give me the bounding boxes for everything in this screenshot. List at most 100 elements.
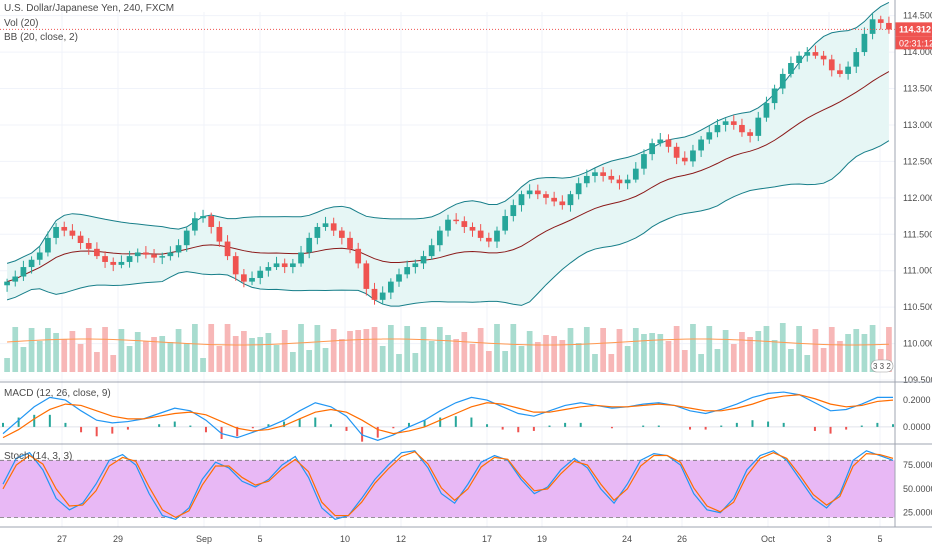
candle-body xyxy=(837,70,843,74)
volume-bar xyxy=(771,340,778,372)
candle-body xyxy=(706,132,713,140)
time-tick-label: Sep xyxy=(196,534,212,544)
volume-bar xyxy=(445,335,451,372)
volume-bar xyxy=(698,354,704,372)
volume-bar xyxy=(298,324,304,372)
countdown-badge xyxy=(895,36,932,50)
volume-bar xyxy=(534,342,541,372)
volume-bar xyxy=(828,327,835,372)
volume-bar xyxy=(804,355,811,372)
bb-fill xyxy=(7,2,889,307)
candle-body xyxy=(681,157,688,162)
candle-body xyxy=(477,230,484,238)
time-tick-label: 27 xyxy=(57,534,67,544)
candle-body xyxy=(102,256,108,262)
candle-body xyxy=(371,288,378,300)
volume-bar xyxy=(673,326,680,372)
time-tick-label: 26 xyxy=(677,534,687,544)
volume-bar xyxy=(12,327,19,372)
time-tick-label: 24 xyxy=(622,534,632,544)
volume-bar xyxy=(61,339,68,372)
volume-bar xyxy=(281,330,288,372)
countdown-label: 02:31:12 xyxy=(899,38,932,48)
candle-body xyxy=(94,248,100,257)
bb-legend[interactable]: BB (20, close, 2) xyxy=(4,32,82,43)
volume-bar xyxy=(502,351,509,372)
candle-body xyxy=(281,263,288,268)
volume-bar xyxy=(559,340,566,372)
price-tick-label: 114.000 xyxy=(903,47,932,57)
volume-bar xyxy=(306,350,313,372)
candle-body xyxy=(85,243,92,249)
candle-body xyxy=(485,237,492,242)
candle-body xyxy=(69,230,76,236)
volume-bar xyxy=(714,349,721,372)
symbol-legend[interactable]: U.S. Dollar/Japanese Yen, 240, FXCM xyxy=(4,3,178,14)
candle-body xyxy=(322,223,329,227)
candle-body xyxy=(763,103,770,118)
candle-body xyxy=(53,226,59,238)
candle-body xyxy=(453,219,460,222)
candle-body xyxy=(61,226,68,231)
volume-bar xyxy=(665,341,672,372)
volume-bar xyxy=(469,344,476,372)
candle-body xyxy=(861,33,868,53)
volume-bar xyxy=(796,326,802,372)
candle-body xyxy=(436,230,443,246)
candle-body xyxy=(551,197,558,202)
candle-body xyxy=(298,252,304,264)
volume-bar xyxy=(94,352,100,372)
volume-bar xyxy=(788,349,794,372)
volume-bar xyxy=(224,324,231,372)
volume-bar xyxy=(143,341,149,372)
candle-body xyxy=(379,292,386,300)
volume-bar xyxy=(53,333,59,372)
stoch-legend[interactable]: Stoch (14, 3, 3) xyxy=(4,451,76,462)
candle-body xyxy=(461,221,468,227)
macd-legend[interactable]: MACD (12, 26, close, 9) xyxy=(4,388,115,399)
candle-body xyxy=(347,237,353,249)
volume-bar xyxy=(20,347,27,372)
candle-body xyxy=(575,183,582,195)
candle-body xyxy=(249,277,255,282)
volume-bar xyxy=(551,336,558,372)
volume-bar xyxy=(608,354,615,372)
volume-bar xyxy=(338,339,345,372)
price-tick-label: 110.500 xyxy=(903,302,932,312)
candle-body xyxy=(396,274,402,282)
volume-bar xyxy=(241,331,247,372)
candle-body xyxy=(167,252,174,257)
volume-legend[interactable]: Vol (20) xyxy=(4,18,42,29)
volume-bar xyxy=(436,327,443,372)
candle-body xyxy=(36,252,43,260)
candle-body xyxy=(592,172,598,176)
volume-bar xyxy=(322,348,329,372)
candle-body xyxy=(110,261,117,265)
volume-bar xyxy=(575,343,582,372)
candle-body xyxy=(355,248,362,264)
candle-body xyxy=(502,216,509,231)
symbol-title: U.S. Dollar/Japanese Yen, 240, FXCM xyxy=(4,3,175,14)
volume-bar xyxy=(845,334,851,372)
bb-upper-line xyxy=(6,1,890,264)
price-tick-label: 113.500 xyxy=(903,84,932,94)
candle-body xyxy=(649,143,655,155)
candle-body xyxy=(208,216,215,227)
candle-body xyxy=(600,172,606,176)
volume-bar xyxy=(624,346,631,372)
volume-bar xyxy=(657,334,664,372)
volume-bar xyxy=(387,325,394,372)
candle-body xyxy=(134,252,141,257)
volume-bar xyxy=(453,339,460,372)
stoch-label: Stoch (14, 3, 3) xyxy=(4,451,73,462)
candle-body xyxy=(755,117,762,136)
volume-bar xyxy=(183,343,190,372)
price-tick-label: 113.000 xyxy=(903,120,932,130)
candle-body xyxy=(387,281,394,293)
candle-body xyxy=(845,66,851,74)
candle-body xyxy=(126,256,133,262)
volume-bar xyxy=(404,326,411,372)
candle-body xyxy=(224,241,231,257)
event-badge-label: 3 3 2 xyxy=(873,362,891,371)
candle-body xyxy=(812,52,819,56)
